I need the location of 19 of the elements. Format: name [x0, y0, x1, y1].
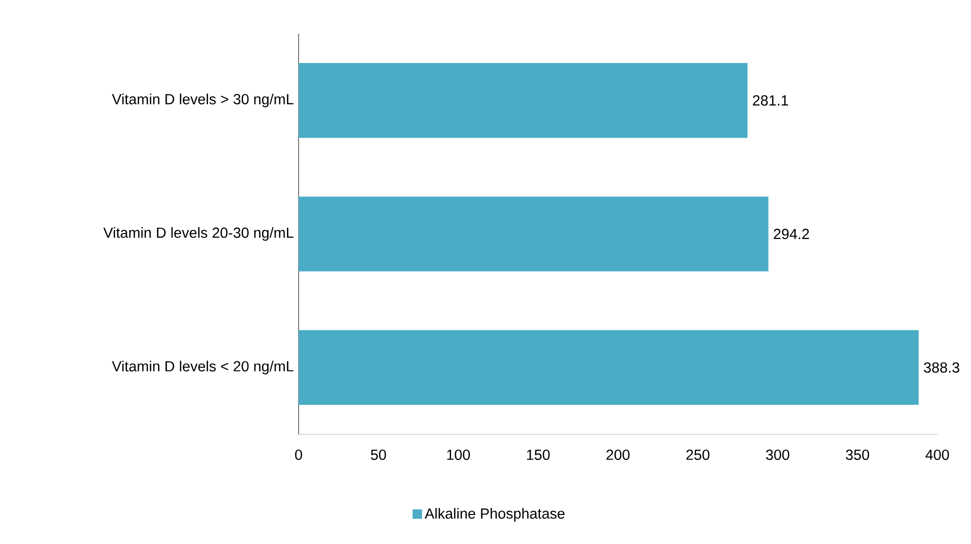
x-tick-label: 100	[447, 450, 470, 460]
x-tick-label: 400	[926, 450, 949, 460]
bar	[298, 63, 748, 138]
y-tick-label: Vitamin D levels < 20 ng/mL	[112, 360, 294, 374]
bar	[298, 196, 768, 272]
x-tick-label: 0	[295, 450, 302, 460]
data-label: 294.2	[774, 228, 809, 240]
data-label: 281.1	[752, 95, 788, 106]
x-tick-label: 150	[527, 450, 550, 460]
legend-label: Alkaline Phosphatase	[424, 508, 565, 522]
y-tick-label: Vitamin D levels > 30 ng/mL	[112, 94, 294, 108]
bar	[298, 330, 919, 405]
x-tick-label: 350	[846, 450, 870, 460]
x-tick-label: 200	[606, 450, 630, 460]
x-tick-label: 50	[370, 450, 386, 460]
x-tick-label: 250	[686, 450, 710, 460]
y-tick-label: Vitamin D levels 20-30 ng/mL	[103, 227, 294, 241]
data-label: 388.3	[924, 362, 960, 373]
x-tick-label: 300	[766, 450, 790, 460]
